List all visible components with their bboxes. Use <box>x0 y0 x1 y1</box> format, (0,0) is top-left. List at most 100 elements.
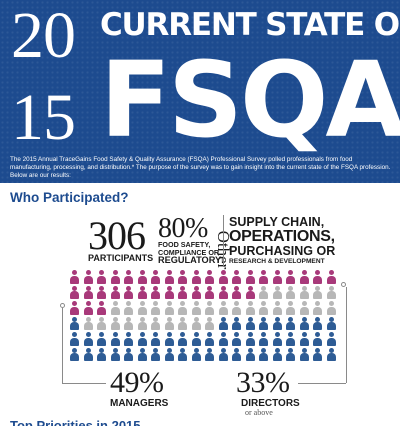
person-icon <box>245 270 256 284</box>
person-icon <box>204 270 215 284</box>
person-icon <box>285 316 296 331</box>
person-icon <box>258 347 269 362</box>
person-icon <box>312 285 323 300</box>
person-icon <box>218 332 229 346</box>
person-icon <box>299 301 310 315</box>
other-label-line3: PURCHASING OR <box>229 244 336 258</box>
person-icon <box>245 316 256 331</box>
directors-bracket-dot <box>341 282 346 287</box>
person-icon <box>312 347 323 362</box>
participants-label: PARTICIPANTS <box>88 253 154 263</box>
person-icon <box>231 270 242 284</box>
person-icon <box>326 332 337 346</box>
headline-current-state: CURRENT STATE OF <box>100 7 400 43</box>
person-icon <box>285 285 296 300</box>
other-label-line2: OPERATIONS, <box>229 228 335 245</box>
managers-bracket-vertical <box>62 308 63 383</box>
person-icon <box>137 301 148 315</box>
person-icon <box>231 332 242 346</box>
person-icon <box>177 301 188 315</box>
person-icon <box>285 270 296 284</box>
person-icon <box>69 285 80 300</box>
person-icon <box>312 270 323 284</box>
person-icon <box>83 332 94 346</box>
directors-label: DIRECTORS <box>241 398 300 409</box>
person-icon <box>83 347 94 362</box>
person-icon <box>96 347 107 362</box>
other-label-line4: RESEARCH & DEVELOPMENT <box>229 258 325 265</box>
person-icon <box>272 332 283 346</box>
person-icon <box>110 316 121 331</box>
directors-bracket-vertical <box>346 287 347 383</box>
person-icon <box>164 316 175 331</box>
person-icon <box>258 316 269 331</box>
person-icon <box>258 270 269 284</box>
person-icon <box>285 301 296 315</box>
person-icon <box>123 285 134 300</box>
person-icon <box>204 285 215 300</box>
person-icon <box>137 270 148 284</box>
person-icon <box>218 285 229 300</box>
person-icon <box>150 316 161 331</box>
food-safety-label-line2: COMPLIANCE OR <box>158 248 220 257</box>
intro-paragraph: The 2015 Annual TraceGains Food Safety &… <box>10 156 391 180</box>
person-icon <box>110 270 121 284</box>
participants-number: 306 <box>88 213 146 258</box>
directors-sublabel: or above <box>245 408 273 417</box>
person-icon <box>204 332 215 346</box>
person-icon <box>231 301 242 315</box>
person-icon <box>272 270 283 284</box>
other-label-line1: SUPPLY CHAIN, <box>229 215 325 229</box>
person-icon <box>137 285 148 300</box>
person-icon <box>191 316 202 331</box>
person-icon <box>245 347 256 362</box>
person-icon <box>204 347 215 362</box>
person-icon <box>204 316 215 331</box>
person-icon <box>123 316 134 331</box>
person-icon <box>110 285 121 300</box>
person-icon <box>299 285 310 300</box>
person-icon <box>150 332 161 346</box>
person-icon <box>123 301 134 315</box>
headline-fsqa: FSQA <box>100 39 400 161</box>
person-icon <box>326 301 337 315</box>
person-icon <box>218 270 229 284</box>
person-icon <box>285 332 296 346</box>
person-icon <box>150 285 161 300</box>
person-icon <box>96 285 107 300</box>
person-icon <box>231 347 242 362</box>
person-icon <box>123 332 134 346</box>
person-icon <box>191 270 202 284</box>
person-icon <box>177 270 188 284</box>
person-icon <box>204 301 215 315</box>
food-safety-label-line1: FOOD SAFETY, <box>158 240 211 249</box>
person-icon <box>69 332 80 346</box>
person-icon <box>299 347 310 362</box>
person-icon <box>123 270 134 284</box>
person-icon <box>137 332 148 346</box>
divider-line <box>223 215 224 267</box>
person-icon <box>83 270 94 284</box>
year-bottom-digits: 15 <box>11 81 76 154</box>
person-icon <box>191 301 202 315</box>
header-banner: 20 15 CURRENT STATE OF FSQA The 2015 Ann… <box>0 0 400 183</box>
person-icon <box>96 332 107 346</box>
person-icon <box>110 347 121 362</box>
managers-percent: 49% <box>110 366 164 399</box>
person-icon <box>299 270 310 284</box>
participants-people-grid <box>69 270 341 362</box>
person-icon <box>218 316 229 331</box>
person-icon <box>258 301 269 315</box>
person-icon <box>326 347 337 362</box>
person-icon <box>258 332 269 346</box>
person-icon <box>312 332 323 346</box>
person-icon <box>96 301 107 315</box>
section-title-top-priorities: Top Priorities in 2015 <box>10 418 141 426</box>
person-icon <box>83 301 94 315</box>
year-top-digits: 20 <box>11 0 76 72</box>
person-icon <box>326 285 337 300</box>
person-icon <box>231 285 242 300</box>
person-icon <box>191 285 202 300</box>
directors-bracket-horizontal <box>298 383 346 384</box>
person-icon <box>245 285 256 300</box>
